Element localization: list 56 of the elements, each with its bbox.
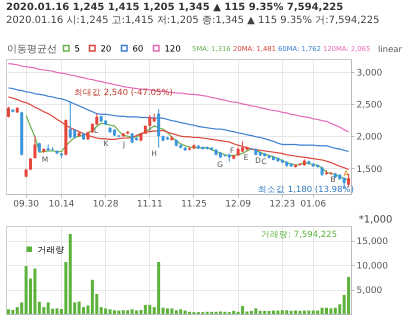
legend-label: 60 [132, 44, 144, 54]
x-tick-label: 11.25 [181, 200, 207, 210]
bar [148, 304, 152, 314]
bar [232, 310, 236, 314]
legend-label: 5 [74, 44, 80, 54]
line-series [8, 62, 350, 133]
y-tick-label: 2,500 [356, 100, 383, 110]
chart-title: 2020.01.16 1,245 1,415 1,205 1,345 ▲ 115 9.35% 7,594,225 [6, 2, 344, 13]
line-series [8, 87, 350, 152]
annotation: 최소값 1,180 (13.98%) [258, 185, 354, 195]
annotation: 거래량: 7,594,225 [261, 230, 337, 240]
candlestick [68, 100, 72, 140]
bar [46, 302, 50, 314]
bar [307, 310, 310, 314]
bar [280, 310, 284, 314]
bar [312, 310, 315, 314]
x-tick-label: 10.14 [48, 200, 75, 210]
x-tick-label: 12.09 [225, 200, 252, 210]
bar [258, 310, 262, 314]
annotation: 최대값 2,540 (-47.05%) [74, 88, 173, 98]
y-axis-title: *1,000 [358, 214, 392, 226]
y-tick-label: 10,000 [356, 262, 388, 272]
x-tick-label: 11.11 [136, 200, 163, 210]
x-tick-label: 10.28 [92, 200, 119, 210]
text: linear [378, 45, 402, 55]
chart-subtitle: 2020.01.16 시:1,245 고:1,415 저:1,205 종:1,345 ▲ 115 9.35% 거:7,594,225 [6, 15, 380, 26]
x-tick-label: 12.23 [269, 200, 296, 210]
bar [179, 309, 182, 314]
bar [174, 310, 178, 314]
candlestick [6, 106, 10, 118]
legend-title: 이동평균선 [7, 44, 57, 55]
candlestick [157, 108, 160, 148]
candlestick [38, 142, 41, 153]
legend-label: 20 [100, 44, 112, 54]
bar [68, 234, 72, 314]
y-tick-label: 3,000 [356, 68, 383, 78]
x-tick-label: 09.30 [13, 200, 40, 210]
candlestick [33, 136, 36, 160]
candlestick [29, 158, 32, 171]
y-tick-label: 15,000 [356, 237, 388, 248]
bar [285, 310, 288, 314]
line-series [8, 96, 350, 170]
bar [122, 310, 125, 314]
bar [334, 308, 337, 314]
candlestick [320, 166, 324, 176]
candlestick [130, 132, 134, 144]
bar [254, 308, 258, 314]
y-tick-label: 2,000 [356, 132, 383, 143]
candlestick [73, 128, 76, 140]
x-tick-label: 01.06 [300, 200, 326, 210]
y-tick-label: 1,500 [356, 164, 383, 175]
y-tick-label: 5,000 [356, 286, 383, 296]
legend-label: 120 [164, 44, 181, 54]
legend-label: 거래량 [38, 245, 64, 256]
candlestick [148, 114, 152, 127]
bar [126, 310, 130, 314]
